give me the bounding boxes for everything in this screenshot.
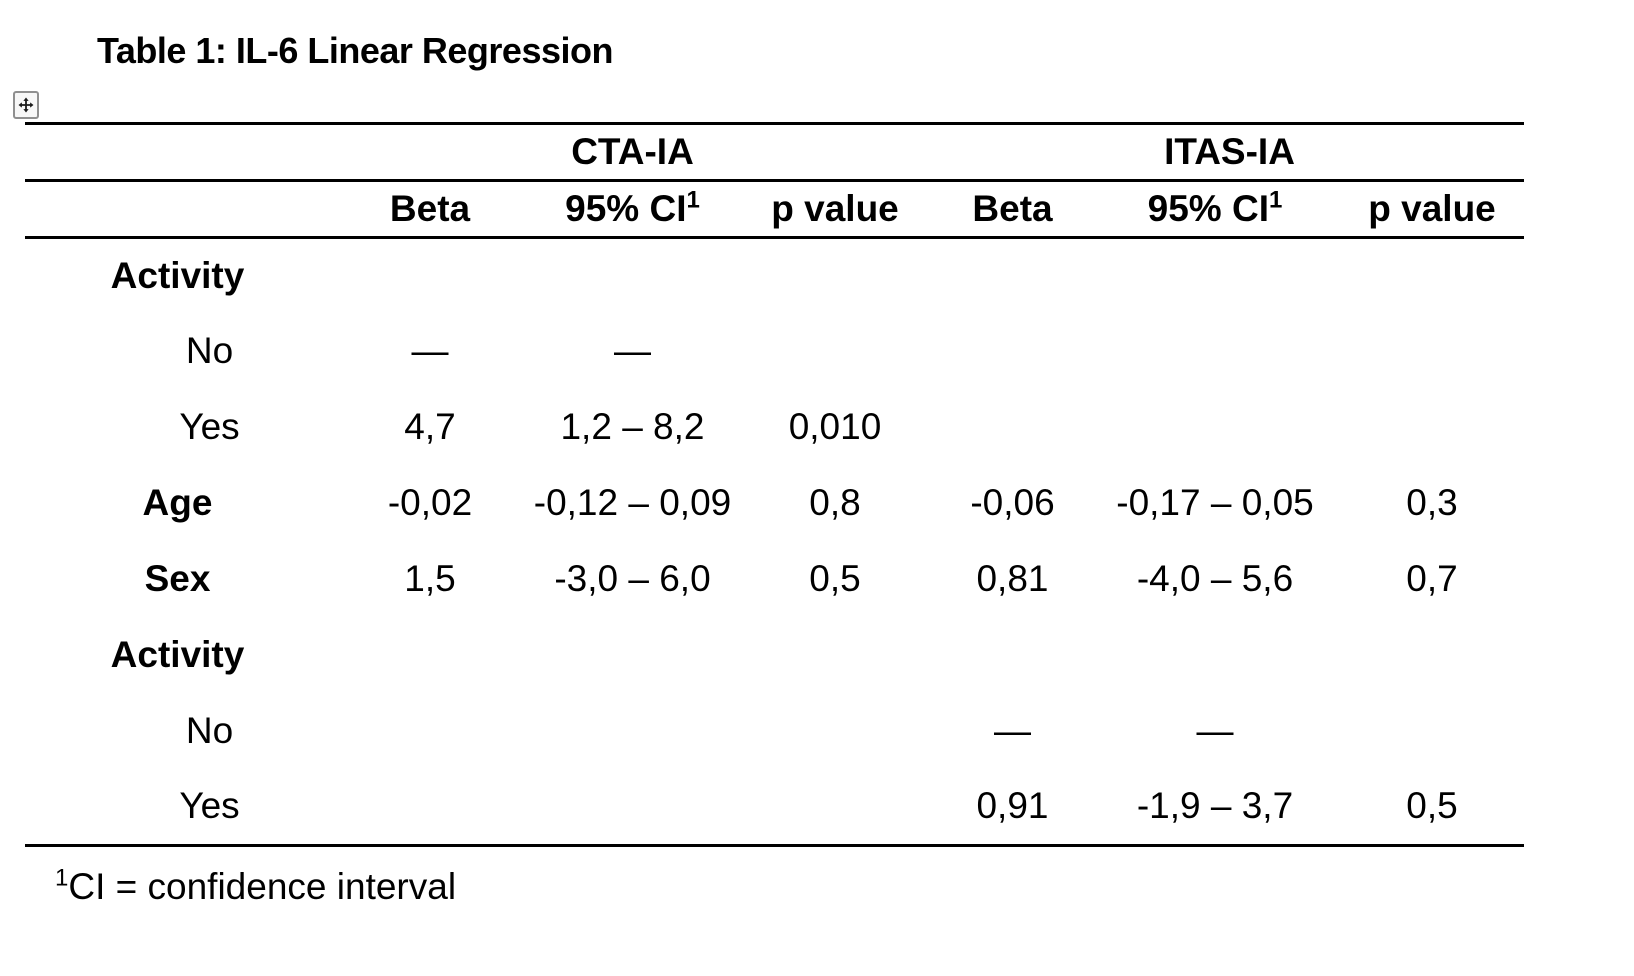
- row-label: Activity: [110, 254, 245, 296]
- table-cell: [735, 238, 935, 314]
- table-cell: [935, 238, 1090, 314]
- table-cell: 4,7: [404, 406, 456, 448]
- footnote-marker: 1: [55, 864, 69, 892]
- column-header-label: 95% CI: [565, 187, 687, 229]
- table-cell: -1,9 – 3,7: [1090, 769, 1340, 847]
- table-cell: [1340, 694, 1524, 770]
- column-header-row: Beta 95% CI1 p value Beta 95% CI1 p valu…: [25, 180, 1525, 239]
- footnote-marker: 1: [686, 186, 700, 214]
- table-row: Age -0,02 -0,12 – 0,09 0,8 -0,06 -0,17 – 0,05…: [25, 466, 1524, 542]
- table-cell: 1,5: [404, 558, 456, 600]
- table-row: No — —: [25, 314, 1524, 390]
- row-label: Sex: [144, 558, 211, 600]
- table-cell: [1090, 238, 1340, 314]
- table-cell: -0,17 – 0,05: [1116, 482, 1314, 524]
- table-cell: [735, 618, 935, 694]
- table-cell: [1340, 618, 1524, 694]
- footnote-marker: 1: [1268, 186, 1283, 214]
- table-cell: [530, 769, 735, 847]
- column-header-pvalue-itas: p value: [1340, 180, 1525, 239]
- table-cell: [330, 238, 530, 314]
- table-cell: [1340, 390, 1524, 466]
- regression-table: CTA-IA ITAS-IA Beta 95% CI1 p value Beta…: [25, 122, 1525, 847]
- table-cell: [735, 314, 935, 390]
- table-row: Yes 0,91 -1,9 – 3,7 0,5: [25, 769, 1525, 847]
- table-cell: [735, 694, 935, 770]
- table-cell: —: [614, 330, 651, 372]
- table-cell: -3,0 – 6,0: [554, 558, 711, 600]
- table-cell: -0,06: [970, 482, 1055, 524]
- column-header-label: Beta: [389, 187, 471, 229]
- table-cell: —: [411, 330, 449, 372]
- table-cell: [1090, 390, 1340, 466]
- table-cell: [735, 769, 935, 847]
- table-row: Yes 4,7 1,2 – 8,2 0,010: [25, 390, 1524, 466]
- footnote: 1CI = confidence interval: [55, 866, 456, 908]
- table-cell: [1090, 314, 1340, 390]
- row-label: Activity: [110, 634, 245, 676]
- table-cell: 0,5: [809, 558, 861, 600]
- table-cell: 0,91: [935, 769, 1090, 847]
- row-label: Yes: [179, 406, 240, 448]
- table-cell: 0,5: [1340, 769, 1525, 847]
- column-header-label: p value: [771, 187, 899, 229]
- table-row: No — —: [25, 694, 1524, 770]
- table-cell: [530, 694, 735, 770]
- table-cell: [330, 769, 530, 847]
- table-cell: [1340, 314, 1524, 390]
- row-label: No: [185, 330, 234, 372]
- table-cell: [530, 618, 735, 694]
- column-header-pvalue-cta: p value: [735, 180, 935, 239]
- table-cell: [330, 618, 530, 694]
- row-label: No: [185, 710, 234, 752]
- column-header-spacer: [25, 180, 330, 239]
- group-header-itas-ia: ITAS-IA: [935, 123, 1525, 182]
- table-cell: [530, 238, 735, 314]
- table-cell: 0,7: [1406, 558, 1458, 600]
- table-cell: [935, 390, 1090, 466]
- table-row: Sex 1,5 -3,0 – 6,0 0,5 0,81 -4,0 – 5,6 0,7: [25, 542, 1524, 618]
- table-cell: [330, 694, 530, 770]
- row-label: Age: [142, 482, 213, 524]
- row-label: Yes: [25, 769, 330, 847]
- table-cell: 0,8: [809, 482, 861, 524]
- table-row: Activity: [25, 238, 1524, 314]
- column-header-beta-itas: Beta: [935, 180, 1090, 239]
- group-header-cta-ia: CTA-IA: [330, 123, 935, 182]
- table-cell: [935, 314, 1090, 390]
- column-header-label: 95% CI: [1147, 187, 1269, 229]
- table-cell: [935, 618, 1090, 694]
- table-cell: 1,2 – 8,2: [560, 406, 705, 448]
- table-cell: -0,12 – 0,09: [533, 482, 732, 524]
- table-cell: [1340, 238, 1524, 314]
- table-cell: 0,3: [1406, 482, 1458, 524]
- table-cell: —: [1196, 710, 1234, 752]
- column-header-ci-itas: 95% CI1: [1090, 180, 1340, 239]
- table-cell: [1090, 618, 1340, 694]
- table-cell: —: [994, 710, 1031, 752]
- table-row: Activity: [25, 618, 1524, 694]
- column-header-label: Beta: [972, 187, 1053, 229]
- group-header-row: CTA-IA ITAS-IA: [25, 123, 1525, 182]
- table-move-handle[interactable]: [13, 91, 39, 119]
- table-title: Table 1: IL-6 Linear Regression: [97, 30, 613, 71]
- table-cell: 0,81: [976, 558, 1049, 600]
- table-cell: -4,0 – 5,6: [1136, 558, 1294, 600]
- table-cell: 0,010: [788, 406, 882, 448]
- column-header-beta-cta: Beta: [330, 180, 530, 239]
- move-icon: [18, 97, 34, 113]
- footnote-text: CI = confidence interval: [68, 866, 457, 907]
- column-header-ci-cta: 95% CI1: [530, 180, 735, 239]
- column-header-label: p value: [1368, 187, 1496, 229]
- table-cell: -0,02: [387, 482, 473, 524]
- group-header-spacer: [25, 123, 330, 182]
